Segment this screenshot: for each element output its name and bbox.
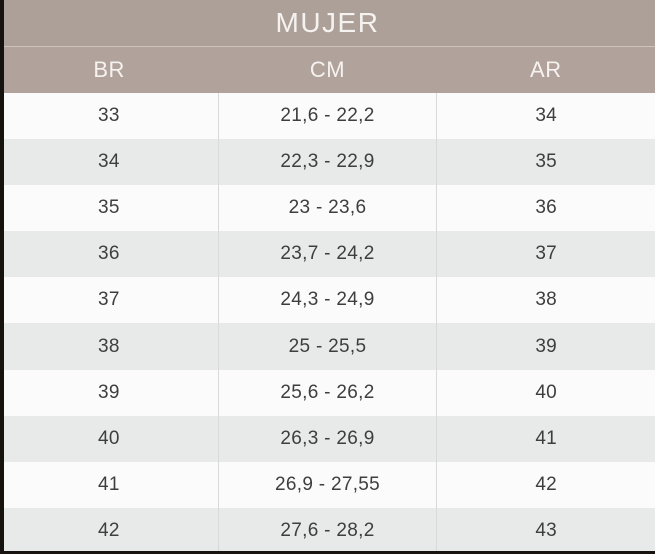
table-row: 36 23,7 - 24,2 37 [0, 231, 655, 278]
cell-ar: 34 [436, 93, 655, 140]
cell-br: 34 [97, 151, 120, 173]
table-row: 41 26,9 - 27,55 42 [0, 461, 655, 508]
cell-ar: 41 [436, 415, 655, 462]
bottom-edge-strip [0, 551, 655, 554]
table-row: 42 27,6 - 28,2 43 [0, 507, 655, 554]
cell-cm: 25,6 - 26,2 [217, 369, 437, 416]
cell-br: 42 [97, 519, 120, 541]
cell-br: 41 [97, 473, 120, 495]
cell-ar: 37 [436, 231, 655, 278]
table-row: 34 22,3 - 22,9 35 [0, 139, 655, 186]
cell-br: 36 [97, 243, 120, 265]
column-header-ar: AR [530, 57, 562, 82]
table-row: 40 26,3 - 26,9 41 [0, 415, 655, 462]
cell-cm: 23 - 23,6 [217, 185, 437, 232]
cell-br: 33 [97, 105, 120, 127]
table-title: MUJER [275, 7, 380, 38]
cell-cm: 21,6 - 22,2 [217, 93, 437, 140]
table-row: 38 25 - 25,5 39 [0, 323, 655, 370]
table-row: 37 24,3 - 24,9 38 [0, 277, 655, 324]
column-header-br: BR [93, 57, 125, 82]
cell-cm: 23,7 - 24,2 [217, 231, 437, 278]
cell-ar: 42 [436, 461, 655, 508]
cell-br: 35 [97, 197, 120, 219]
cell-ar: 36 [436, 185, 655, 232]
cell-ar: 35 [436, 139, 655, 186]
cell-ar: 43 [436, 507, 655, 554]
cell-br: 38 [97, 335, 120, 357]
column-header-cm: CM [309, 57, 346, 82]
table-row: 39 25,6 - 26,2 40 [0, 369, 655, 416]
cell-cm: 26,3 - 26,9 [217, 415, 437, 462]
table-body: 33 21,6 - 22,2 34 34 22,3 - 22,9 35 35 2… [0, 93, 655, 554]
cell-cm: 22,3 - 22,9 [217, 139, 437, 186]
cell-ar: 39 [436, 323, 655, 370]
table-row: 35 23 - 23,6 36 [0, 185, 655, 232]
table-row: 33 21,6 - 22,2 34 [0, 93, 655, 140]
cell-cm: 27,6 - 28,2 [217, 507, 437, 554]
cell-ar: 38 [436, 277, 655, 324]
left-edge-strip [0, 0, 4, 554]
table-title-bar: MUJER [0, 0, 655, 46]
cell-br: 39 [97, 381, 120, 403]
cell-cm: 26,9 - 27,55 [217, 461, 437, 508]
cell-cm: 24,3 - 24,9 [217, 277, 437, 324]
table-header-row: BR CM AR [0, 46, 655, 93]
cell-br: 37 [97, 289, 120, 311]
cell-cm: 25 - 25,5 [217, 323, 437, 370]
cell-br: 40 [97, 427, 120, 449]
cell-ar: 40 [436, 369, 655, 416]
